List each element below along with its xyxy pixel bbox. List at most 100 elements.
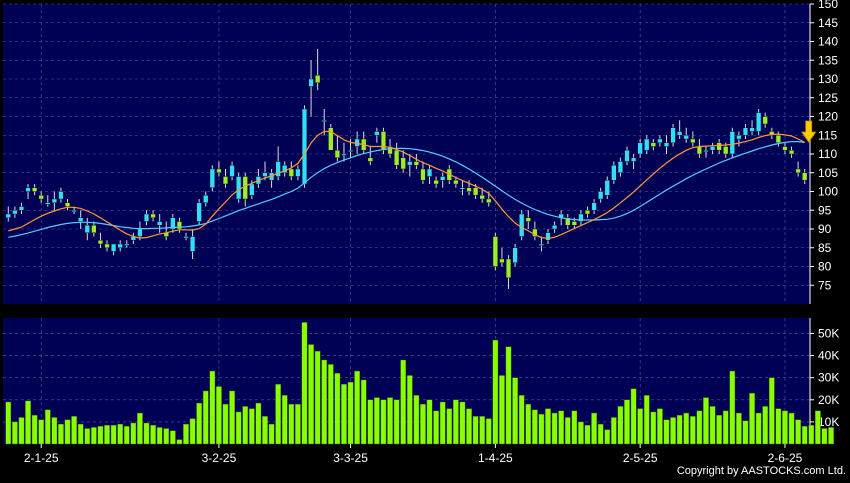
candle-body bbox=[64, 202, 71, 207]
volume-bar bbox=[795, 419, 801, 445]
volume-bar bbox=[551, 412, 558, 445]
candle-body bbox=[203, 195, 209, 203]
candle-body bbox=[143, 213, 150, 222]
volume-bar bbox=[77, 423, 84, 445]
volume-bar bbox=[38, 419, 45, 445]
candle-body bbox=[216, 168, 222, 173]
candle-body bbox=[486, 198, 492, 203]
candle-body bbox=[756, 112, 762, 132]
candle-body bbox=[32, 187, 38, 192]
price-tick-label: 95 bbox=[818, 203, 832, 217]
volume-bar bbox=[341, 384, 347, 445]
candle-body bbox=[690, 138, 696, 143]
volume-bar bbox=[492, 339, 499, 445]
volume-bar bbox=[808, 425, 815, 445]
price-axis: 75 80 85 90 95 100 105 110 115 120 125 130 135 140 145… bbox=[809, 0, 838, 304]
candle-body bbox=[525, 217, 531, 222]
volume-bar bbox=[689, 416, 696, 445]
volume-bar bbox=[768, 377, 775, 445]
candle-body bbox=[788, 150, 795, 155]
volume-bar bbox=[222, 404, 229, 445]
volume-bar bbox=[387, 397, 393, 445]
volume-bar bbox=[288, 404, 295, 445]
volume-bar bbox=[828, 427, 834, 445]
candle-body bbox=[729, 131, 735, 155]
volume-bar bbox=[670, 417, 676, 445]
volume-bar bbox=[512, 377, 518, 445]
volume-bar bbox=[643, 395, 650, 445]
volume-bar bbox=[31, 415, 38, 445]
candle-body bbox=[407, 161, 413, 166]
volume-bar bbox=[117, 423, 124, 445]
volume-bar bbox=[334, 373, 341, 445]
volume-bar bbox=[281, 395, 288, 445]
volume-bar bbox=[202, 390, 209, 445]
volume-bar bbox=[235, 411, 242, 445]
volume-bar bbox=[209, 370, 216, 445]
volume-bar bbox=[229, 390, 235, 445]
price-tick-label: 145 bbox=[818, 16, 838, 30]
candle-body bbox=[459, 187, 466, 190]
volume-bar bbox=[617, 406, 624, 445]
volume-bar bbox=[176, 439, 183, 445]
candle-body bbox=[552, 225, 558, 230]
candle-body bbox=[282, 165, 288, 173]
volume-bar bbox=[630, 388, 637, 445]
volume-bar bbox=[742, 420, 749, 445]
candle-body bbox=[663, 142, 670, 147]
volume-bar bbox=[183, 423, 189, 445]
candle-body bbox=[328, 127, 334, 151]
price-tick-label: 110 bbox=[818, 147, 837, 161]
candle-body bbox=[84, 225, 90, 233]
volume-bar bbox=[538, 413, 545, 445]
candle-body bbox=[736, 135, 742, 140]
volume-bar bbox=[275, 384, 281, 445]
price-tick-label: 125 bbox=[818, 91, 838, 105]
candle-body bbox=[802, 172, 808, 181]
candle-body bbox=[209, 168, 215, 188]
candle-body bbox=[677, 131, 683, 136]
volume-bar bbox=[571, 410, 578, 445]
candle-body bbox=[565, 217, 571, 226]
volume-bar bbox=[123, 426, 130, 445]
candle-body bbox=[492, 236, 498, 267]
candle-body bbox=[71, 210, 77, 212]
price-tick-label: 120 bbox=[818, 110, 838, 124]
volume-bar bbox=[301, 322, 308, 445]
candle-body bbox=[598, 191, 604, 200]
volume-bar bbox=[314, 350, 321, 445]
candle-body bbox=[571, 221, 577, 226]
candle-body bbox=[775, 135, 781, 143]
candle-body bbox=[196, 202, 202, 222]
candle-body bbox=[400, 157, 406, 170]
candle-body bbox=[236, 176, 242, 200]
candle-body bbox=[631, 157, 637, 162]
price-tick-label: 130 bbox=[818, 72, 838, 86]
candle-body bbox=[624, 150, 630, 162]
candle-body bbox=[5, 213, 11, 218]
volume-bar bbox=[354, 370, 360, 445]
volume-bar bbox=[393, 399, 400, 445]
volume-bar bbox=[485, 418, 492, 445]
candle-body bbox=[637, 142, 643, 155]
volume-bar bbox=[255, 402, 262, 445]
candle-body bbox=[696, 146, 702, 155]
candle-body bbox=[104, 243, 110, 248]
volume-bar bbox=[696, 410, 703, 445]
volume-bar bbox=[189, 418, 196, 445]
volume-bar bbox=[104, 425, 110, 445]
volume-bar bbox=[749, 392, 755, 445]
volume-bar bbox=[597, 423, 604, 445]
volume-bar bbox=[439, 401, 446, 445]
candle-body bbox=[380, 131, 387, 151]
volume-panel: 10K 20K 30K 40K 50K bbox=[3, 318, 839, 445]
candle-body bbox=[150, 213, 156, 218]
ma-short-line bbox=[8, 130, 805, 240]
volume-bar bbox=[248, 408, 255, 445]
candle-body bbox=[275, 161, 281, 177]
candle-body bbox=[703, 150, 709, 152]
candle-body bbox=[341, 153, 347, 156]
volume-bar bbox=[788, 412, 795, 445]
candle-body bbox=[426, 168, 433, 177]
